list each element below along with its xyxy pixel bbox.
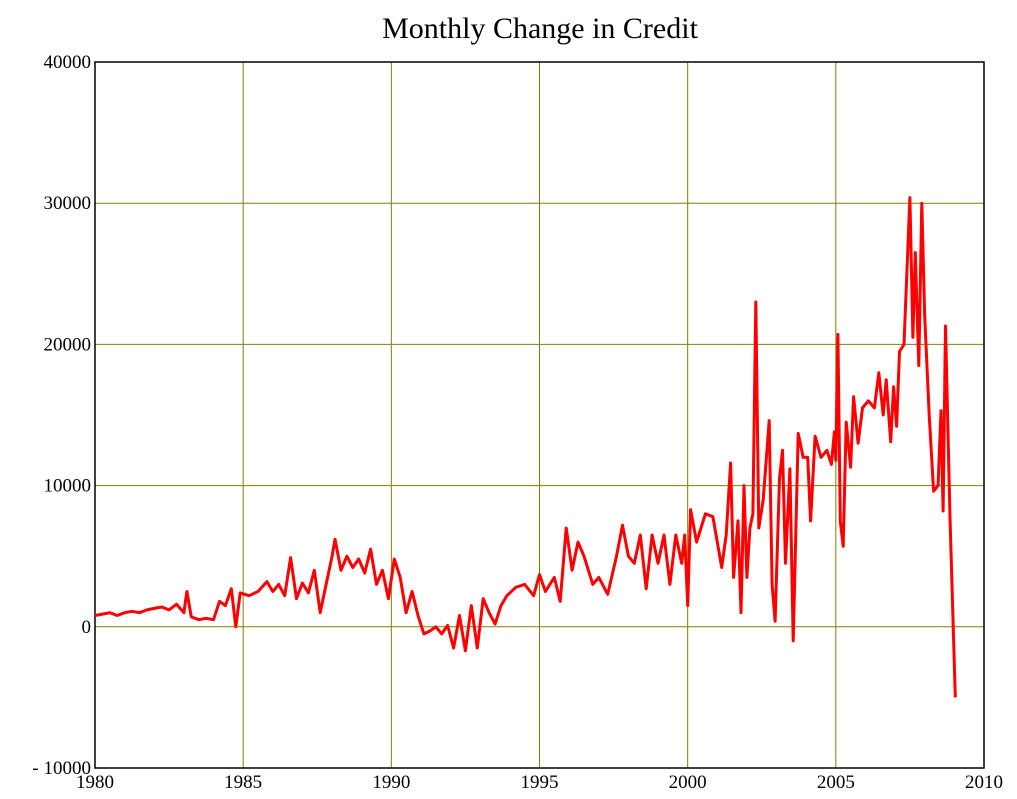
y-tick-label: 30000 [44, 193, 92, 214]
y-tick-label: 40000 [44, 52, 92, 73]
x-tick-label: 2010 [965, 772, 1003, 793]
x-tick-label: 1980 [76, 772, 114, 793]
y-tick-label: - 10000 [32, 758, 91, 779]
chart-title: Monthly Change in Credit [382, 12, 698, 45]
x-tick-label: 1990 [372, 772, 410, 793]
x-tick-label: 2000 [669, 772, 707, 793]
y-tick-label: 0 [82, 617, 92, 638]
y-tick-label: 20000 [44, 334, 92, 355]
x-tick-label: 1995 [521, 772, 559, 793]
data-line [94, 196, 957, 698]
x-tick-label: 1985 [224, 772, 262, 793]
x-tick-label: 2005 [817, 772, 855, 793]
plot-frame [94, 61, 985, 769]
y-tick-label: 10000 [44, 476, 92, 497]
